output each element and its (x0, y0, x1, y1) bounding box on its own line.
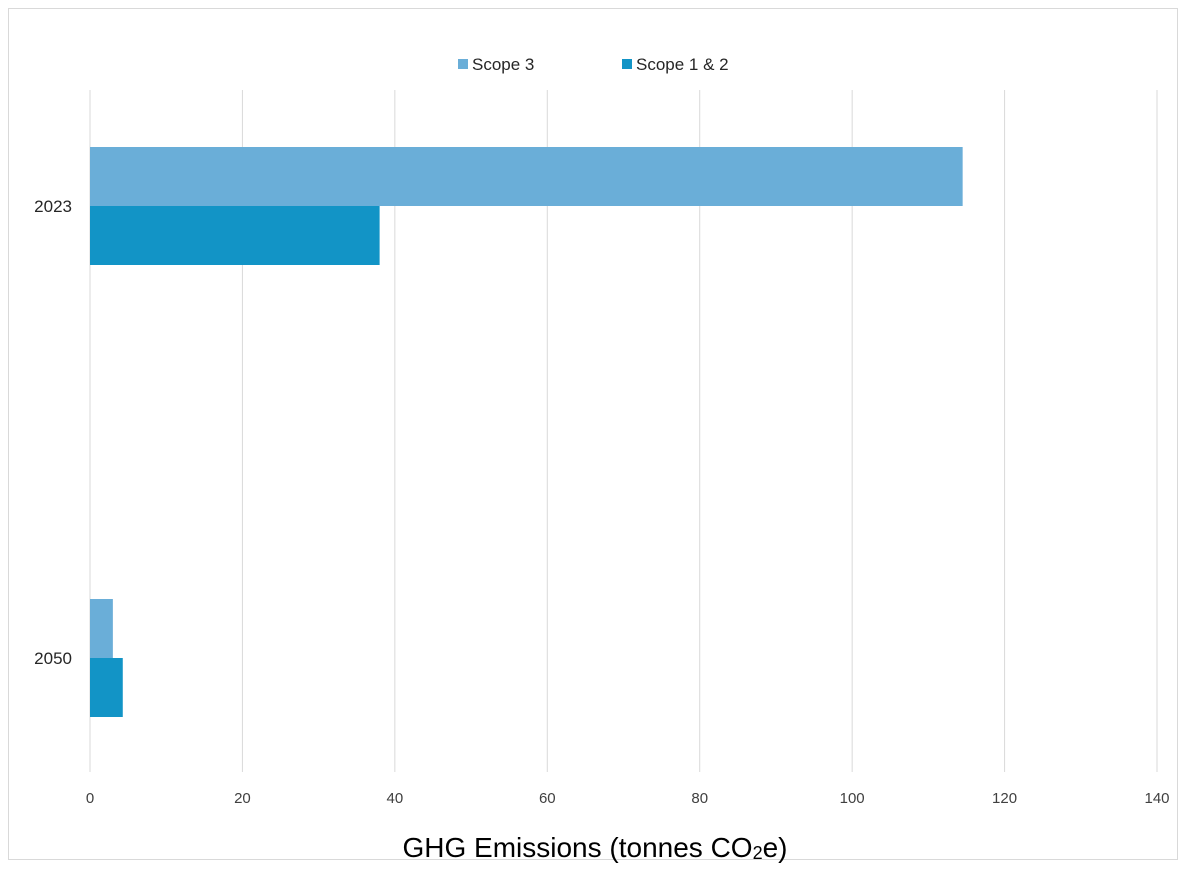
x-tick-label-40: 40 (387, 790, 404, 807)
bar-2050-scope-1-2 (90, 658, 123, 717)
y-category-label-2023: 2023 (34, 197, 72, 216)
x-tick-label-0: 0 (86, 790, 94, 807)
x-axis-title: GHG Emissions (tonnes CO2e) (402, 832, 787, 863)
x-tick-labels: 0 20 40 60 80 100 120 140 (86, 790, 1170, 807)
legend: Scope 3 Scope 1 & 2 (458, 55, 729, 74)
legend-swatch-scope-1-2 (622, 59, 632, 69)
y-category-label-2050: 2050 (34, 649, 72, 668)
x-tick-label-20: 20 (234, 790, 251, 807)
x-axis-title-main: GHG Emissions (tonnes CO (402, 832, 752, 863)
bars (90, 147, 963, 717)
x-tick-label-120: 120 (992, 790, 1017, 807)
legend-swatch-scope-3 (458, 59, 468, 69)
bar-2050-scope-3 (90, 599, 113, 658)
legend-label-scope-3: Scope 3 (472, 55, 534, 74)
x-tick-label-60: 60 (539, 790, 556, 807)
y-category-labels: 2023 2050 (34, 197, 72, 668)
x-axis-title-suffix: e) (763, 832, 788, 863)
x-tick-label-140: 140 (1144, 790, 1169, 807)
legend-label-scope-1-2: Scope 1 & 2 (636, 55, 729, 74)
bar-2023-scope-1-2 (90, 206, 380, 265)
x-tick-label-80: 80 (691, 790, 708, 807)
bar-2023-scope-3 (90, 147, 963, 206)
x-tick-label-100: 100 (840, 790, 865, 807)
x-axis-title-subscript: 2 (753, 843, 763, 863)
